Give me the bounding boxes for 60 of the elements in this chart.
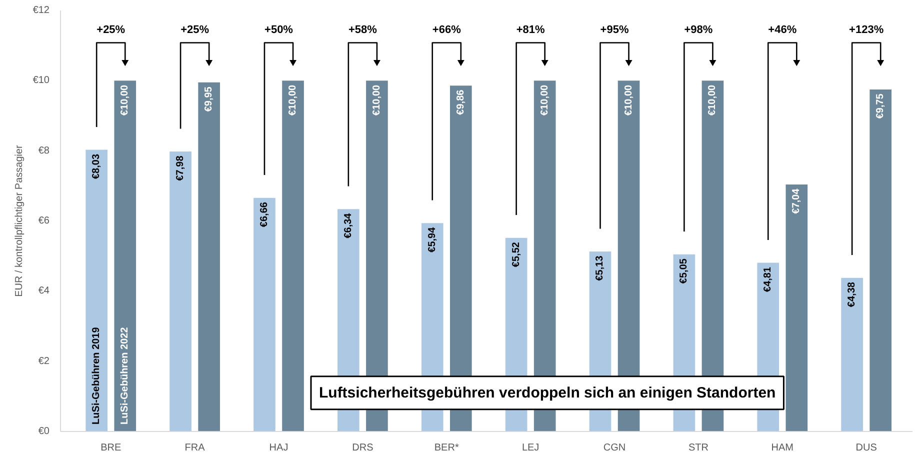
data-label: €10,00 <box>371 84 382 116</box>
annotation: +123% <box>849 24 884 36</box>
bar <box>870 89 892 432</box>
x-tick-label: DUS <box>856 442 878 454</box>
series-label: LuSi-Gebühren 2019 <box>91 326 102 424</box>
data-label: €6,66 <box>258 202 270 228</box>
y-tick-label: €0 <box>38 426 50 437</box>
y-tick-label: €2 <box>38 356 50 367</box>
x-tick-label: HAM <box>771 442 794 454</box>
annotation: +98% <box>684 24 713 36</box>
annotation: +95% <box>600 24 629 36</box>
y-tick-label: €10 <box>32 75 50 86</box>
data-label: €6,34 <box>342 212 354 238</box>
data-label: €9,95 <box>204 86 215 112</box>
data-label: €10,00 <box>120 84 131 116</box>
bar <box>114 80 136 432</box>
data-label: €8,03 <box>91 154 102 180</box>
x-tick-label: CGN <box>603 442 626 454</box>
bar <box>841 278 863 432</box>
data-label: €5,05 <box>678 258 690 284</box>
bar <box>86 150 108 432</box>
y-tick-label: €8 <box>38 145 50 156</box>
data-label: €7,98 <box>175 155 186 181</box>
series-label: LuSi-Gebühren 2022 <box>120 326 131 424</box>
x-tick-label: HAJ <box>269 442 288 454</box>
bar <box>282 80 304 432</box>
data-label: €10,00 <box>539 84 550 116</box>
bar <box>198 82 220 432</box>
x-tick-label: DRS <box>352 442 374 454</box>
data-label: €7,04 <box>791 188 802 214</box>
x-tick-label: BER* <box>434 442 459 454</box>
y-tick-label: €6 <box>38 216 50 226</box>
bar <box>786 184 808 432</box>
annotation: +46% <box>768 24 797 36</box>
annotation: Luftsicherheitsgebühren verdoppeln sich an einigen Standorten <box>318 384 776 402</box>
annotation: +50% <box>264 24 294 36</box>
x-tick-label: STR <box>688 442 708 454</box>
data-label: €9,86 <box>455 89 466 115</box>
data-label: €5,52 <box>510 242 522 268</box>
data-label: €10,00 <box>288 84 299 116</box>
y-tick-label: €12 <box>32 5 50 16</box>
annotation: +66% <box>432 24 462 36</box>
data-label: €10,00 <box>707 84 718 116</box>
y-axis-title: EUR / kontrollpflichtiger Passagier <box>14 144 25 297</box>
bar <box>170 152 192 432</box>
annotation: +25% <box>96 24 126 36</box>
data-label: €5,94 <box>426 226 438 252</box>
annotation: +25% <box>180 24 210 36</box>
data-label: €5,13 <box>594 255 606 281</box>
annotation: +58% <box>348 24 378 36</box>
annotation: +81% <box>516 24 546 36</box>
bar <box>254 198 276 432</box>
y-tick-label: €4 <box>38 286 50 297</box>
x-tick-label: BRE <box>100 442 122 454</box>
x-tick-label: LEJ <box>522 442 540 454</box>
data-label: €4,81 <box>762 266 774 292</box>
x-tick-label: FRA <box>184 442 206 454</box>
data-label: €9,75 <box>875 93 886 119</box>
data-label: €4,38 <box>846 282 858 308</box>
data-label: €10,00 <box>623 84 634 116</box>
